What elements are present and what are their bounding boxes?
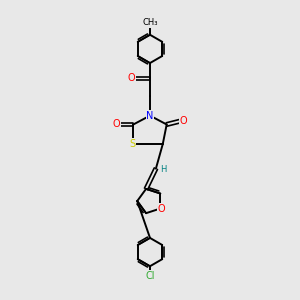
Text: O: O (158, 203, 165, 214)
Text: N: N (146, 111, 154, 121)
Text: Cl: Cl (145, 271, 155, 281)
Text: O: O (180, 116, 187, 126)
Text: O: O (113, 119, 120, 130)
Text: CH₃: CH₃ (142, 19, 158, 28)
Text: H: H (160, 165, 167, 174)
Text: O: O (128, 74, 135, 83)
Text: S: S (129, 139, 135, 149)
